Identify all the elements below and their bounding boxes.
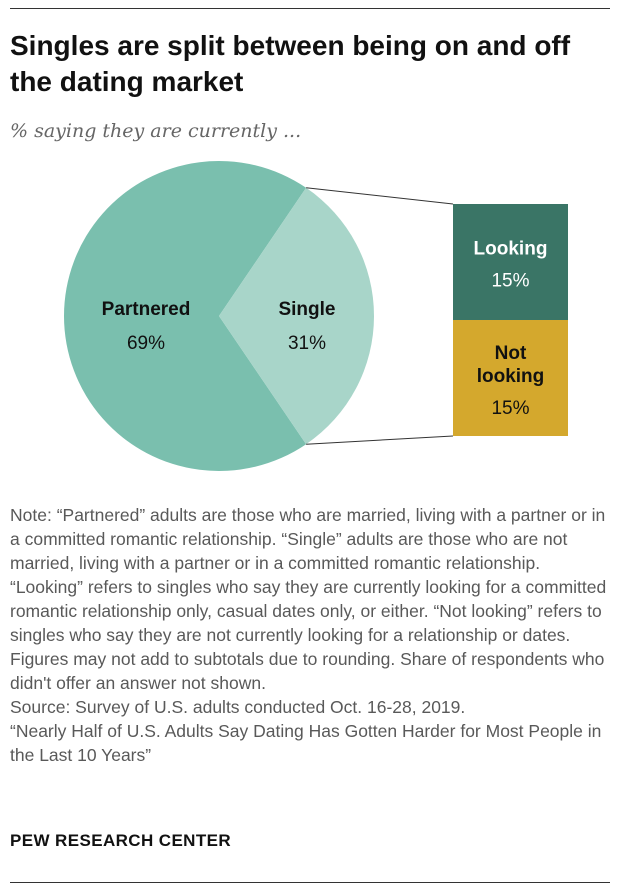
bar-segment-looking xyxy=(453,204,568,320)
chart-labels: Partnered 69% Single 31% Looking 15% Notlookin… xyxy=(102,239,548,420)
source-text: Source: Survey of U.S. adults conducted … xyxy=(10,697,466,717)
notes-block: Note: “Partnered” adults are those who a… xyxy=(10,503,614,767)
bar-label-not-looking-line-2: looking xyxy=(477,366,545,387)
connector-lines xyxy=(306,187,454,445)
connector-line-bottom xyxy=(306,435,454,445)
pie-slices xyxy=(64,160,375,471)
slice-label-partnered: Partnered xyxy=(102,299,191,320)
pie-slice-partnered xyxy=(64,160,307,471)
chart-title: Singles are split between being on and o… xyxy=(10,30,571,97)
pie-slice-single xyxy=(219,187,375,445)
bar-value-not-looking: 15% xyxy=(491,398,529,419)
pie-chart: Partnered 69% Single 31% Looking 15% Notlookin… xyxy=(64,160,568,471)
slice-label-single: Single xyxy=(278,299,335,320)
breakdown-bar xyxy=(453,204,568,436)
slice-value-partnered: 69% xyxy=(127,333,165,354)
bar-label-looking-line-1: Looking xyxy=(474,239,548,260)
note-text: Note: “Partnered” adults are those who a… xyxy=(10,505,607,693)
brand-logo-text: PEW RESEARCH CENTER xyxy=(10,831,232,850)
bar-segment-not-looking xyxy=(453,320,568,436)
chart-subtitle: % saying they are currently ... xyxy=(10,120,302,142)
bar-label-not-looking-line-1: Not xyxy=(495,343,527,364)
report-title: “Nearly Half of U.S. Adults Say Dating H… xyxy=(10,721,602,765)
bar-value-looking: 15% xyxy=(491,271,529,292)
bottom-rule xyxy=(10,882,610,883)
connector-line-top xyxy=(306,187,454,205)
top-rule xyxy=(10,8,610,9)
slice-value-single: 31% xyxy=(288,333,326,354)
